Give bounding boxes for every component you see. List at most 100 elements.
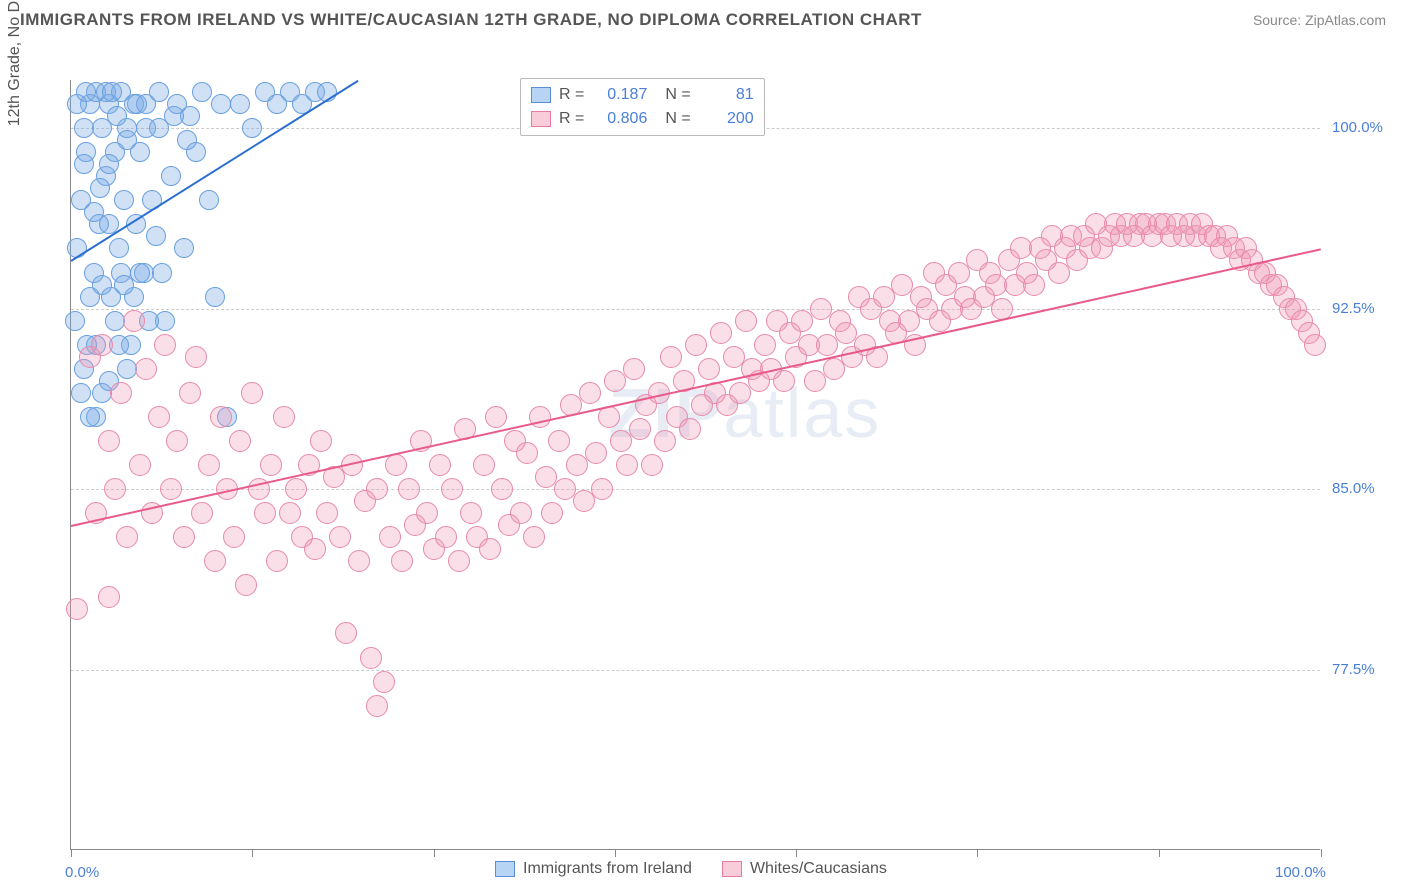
data-point <box>491 478 513 500</box>
data-point <box>90 178 110 198</box>
data-point <box>99 154 119 174</box>
plot-area: ZIPatlas <box>70 80 1320 850</box>
legend-swatch <box>531 111 551 127</box>
y-tick-label: 77.5% <box>1332 661 1375 678</box>
data-point <box>616 454 638 476</box>
legend-stats-row: R =0.806N =200 <box>531 107 754 131</box>
data-point <box>379 526 401 548</box>
y-tick-label: 92.5% <box>1332 300 1375 317</box>
data-point <box>1023 274 1045 296</box>
data-point <box>154 334 176 356</box>
data-point <box>161 166 181 186</box>
data-point <box>198 454 220 476</box>
data-point <box>130 263 150 283</box>
x-tick <box>796 849 797 857</box>
data-point <box>254 502 276 524</box>
data-point <box>391 550 413 572</box>
data-point <box>148 406 170 428</box>
data-point <box>629 418 651 440</box>
data-point <box>429 454 451 476</box>
data-point <box>211 94 231 114</box>
n-value: 200 <box>699 110 754 128</box>
legend-swatch <box>722 861 742 877</box>
data-point <box>98 430 120 452</box>
legend-swatch <box>495 861 515 877</box>
n-label: N = <box>665 110 690 128</box>
data-point <box>191 502 213 524</box>
y-tick-label: 100.0% <box>1332 119 1383 136</box>
data-point <box>523 526 545 548</box>
legend-stats: R =0.187N =81R =0.806N =200 <box>520 78 765 136</box>
data-point <box>679 418 701 440</box>
data-point <box>510 502 532 524</box>
data-point <box>199 190 219 210</box>
data-point <box>117 130 137 150</box>
data-point <box>179 382 201 404</box>
data-point <box>479 538 501 560</box>
data-point <box>152 263 172 283</box>
data-point <box>416 502 438 524</box>
data-point <box>116 526 138 548</box>
data-point <box>316 502 338 524</box>
data-point <box>66 598 88 620</box>
data-point <box>310 430 332 452</box>
data-point <box>65 311 85 331</box>
data-point <box>241 382 263 404</box>
x-tick <box>434 849 435 857</box>
r-label: R = <box>559 110 584 128</box>
data-point <box>71 383 91 403</box>
data-point <box>109 238 129 258</box>
data-point <box>135 358 157 380</box>
data-point <box>516 442 538 464</box>
data-point <box>460 502 482 524</box>
data-point <box>104 478 126 500</box>
data-point <box>230 94 250 114</box>
data-point <box>204 550 226 572</box>
data-point <box>585 442 607 464</box>
x-tick <box>977 849 978 857</box>
x-axis-min-label: 0.0% <box>65 864 99 881</box>
data-point <box>398 478 420 500</box>
data-point <box>473 454 495 476</box>
y-tick-label: 85.0% <box>1332 480 1375 497</box>
data-point <box>304 538 326 560</box>
r-label: R = <box>559 86 584 104</box>
data-point <box>177 130 197 150</box>
data-point <box>348 550 370 572</box>
y-axis-label: 12th Grade, No Diploma <box>6 0 24 126</box>
data-point <box>273 406 295 428</box>
data-point <box>235 574 257 596</box>
x-axis-max-label: 100.0% <box>1275 864 1326 881</box>
data-point <box>149 82 169 102</box>
data-point <box>102 82 122 102</box>
data-point <box>641 454 663 476</box>
data-point <box>229 430 251 452</box>
data-point <box>441 478 463 500</box>
x-tick <box>1159 849 1160 857</box>
data-point <box>185 346 207 368</box>
r-value: 0.187 <box>592 86 647 104</box>
legend-label: Whites/Caucasians <box>750 860 887 878</box>
data-point <box>160 478 182 500</box>
data-point <box>242 118 262 138</box>
data-point <box>114 190 134 210</box>
legend-swatch <box>531 87 551 103</box>
data-point <box>174 238 194 258</box>
data-point <box>654 430 676 452</box>
data-point <box>98 586 120 608</box>
data-point <box>685 334 707 356</box>
data-point <box>285 478 307 500</box>
data-point <box>129 454 151 476</box>
data-point <box>448 550 470 572</box>
data-point <box>754 334 776 356</box>
data-point <box>223 526 245 548</box>
data-point <box>329 526 351 548</box>
data-point <box>107 106 127 126</box>
data-point <box>698 358 720 380</box>
data-point <box>74 154 94 174</box>
data-point <box>548 430 570 452</box>
x-tick <box>1321 849 1322 857</box>
data-point <box>74 118 94 138</box>
data-point <box>166 430 188 452</box>
data-point <box>366 478 388 500</box>
